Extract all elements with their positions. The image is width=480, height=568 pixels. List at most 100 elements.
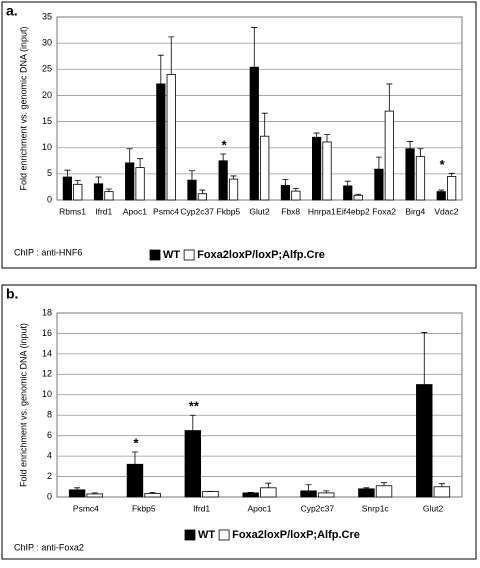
y-tick-label: 14 (42, 348, 52, 358)
x-tick-label: Glut2 (423, 503, 444, 513)
y-tick-label: 2 (47, 471, 52, 481)
y-tick-label: 16 (42, 328, 52, 338)
error-bar (448, 172, 455, 177)
error-bar (421, 332, 428, 385)
bar (93, 183, 104, 201)
error-bar (313, 132, 320, 138)
error-bar (386, 83, 393, 112)
bar (311, 136, 322, 201)
x-tick-label: Apoc1 (123, 206, 147, 216)
error-bar (137, 158, 144, 168)
error-bar (324, 134, 331, 142)
bar (260, 135, 270, 201)
legend-label: Foxa2loxP/loxP;Alfp.Cre (197, 249, 325, 261)
x-tick-label: Cyp2c37 (180, 206, 214, 216)
legend-swatch (183, 249, 195, 261)
bar (384, 110, 394, 201)
legend-label: WT (198, 529, 215, 541)
y-tick-label: 0 (47, 491, 52, 501)
bar (197, 193, 208, 201)
bar (135, 167, 145, 201)
bar (358, 488, 375, 498)
error-bar (355, 193, 362, 196)
bar (415, 156, 426, 201)
y-tick-label: 5 (47, 168, 52, 178)
significance-marker: * (222, 137, 228, 152)
error-bar (344, 180, 351, 186)
error-bar (131, 451, 138, 465)
bar (405, 148, 415, 201)
x-tick-label: Fkbp5 (217, 206, 241, 216)
y-tick-label: 4 (47, 450, 52, 460)
x-tick-label: Ifrd1 (95, 206, 112, 216)
bar (353, 194, 363, 201)
error-bar (247, 492, 254, 493)
error-bar (292, 188, 299, 192)
x-tick-label: Fbx8 (281, 206, 300, 216)
x-tick-label: Psmc4 (153, 206, 179, 216)
bar (300, 490, 317, 498)
panel-border (1, 1, 477, 269)
error-bar (168, 36, 175, 75)
bar (242, 492, 259, 498)
panel-border (1, 284, 477, 560)
x-tick-label: Rbms1 (59, 206, 86, 216)
error-bar (74, 180, 81, 185)
x-tick-label: Ifrd1 (193, 503, 210, 513)
bar (375, 485, 393, 498)
bar (416, 384, 433, 498)
error-bar (91, 492, 98, 494)
bar (249, 66, 259, 201)
bar (156, 83, 166, 201)
y-tick-label: 0 (47, 194, 52, 204)
significance-marker: * (440, 157, 446, 172)
error-bar (199, 189, 206, 194)
error-bar (282, 179, 289, 186)
x-tick-label: Psmc4 (73, 503, 99, 513)
bar (86, 493, 103, 498)
bar (125, 162, 135, 201)
bar (104, 191, 114, 201)
bar (447, 176, 457, 201)
legend-label: WT (163, 249, 180, 261)
bar (202, 490, 219, 498)
error-bar (363, 487, 370, 489)
x-tick-label: Snrp1c (362, 503, 390, 513)
bar (433, 486, 451, 498)
y-tick-label: 12 (42, 369, 52, 379)
x-tick-label: Fkbp5 (132, 503, 156, 513)
error-bar (323, 490, 330, 493)
panel-label: a. (6, 3, 18, 19)
error-bar (157, 54, 164, 84)
x-tick-label: Apoc1 (247, 503, 271, 513)
bar (126, 463, 144, 498)
error-bar (438, 189, 445, 192)
bar (317, 492, 335, 498)
error-bar (64, 169, 71, 177)
x-tick-label: Vdac2 (434, 206, 458, 216)
plot-border (56, 16, 463, 201)
y-tick-label: 20 (42, 90, 52, 100)
error-bar (149, 492, 156, 494)
error-bar (189, 414, 196, 431)
error-bar (381, 482, 388, 486)
y-tick-label: 30 (42, 38, 52, 48)
x-tick-label: Eif4ebp2 (336, 206, 370, 216)
error-bar (417, 148, 424, 157)
error-bar (251, 27, 258, 68)
bar (291, 190, 301, 201)
bar (218, 160, 228, 201)
bar (374, 168, 384, 201)
y-axis-label: Fold enrichment vs. genomic DNA (input) (18, 323, 28, 487)
bar (166, 74, 176, 201)
error-bar (375, 156, 382, 170)
x-tick-label: Foxa2 (372, 206, 396, 216)
bar (436, 191, 446, 201)
error-bar (261, 112, 268, 137)
error-bar (265, 482, 272, 488)
error-bar (188, 170, 195, 181)
bar (322, 141, 332, 201)
panel-label: b. (6, 286, 18, 302)
